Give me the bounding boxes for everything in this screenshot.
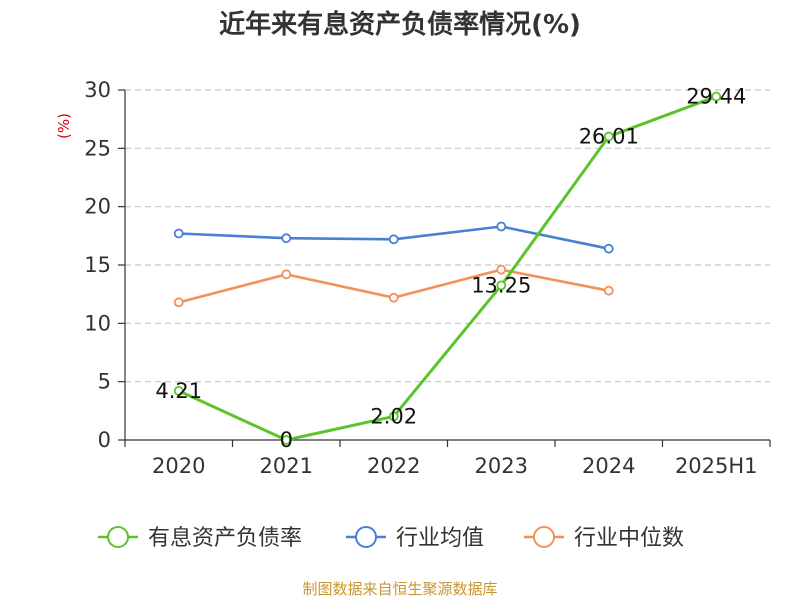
legend-label: 行业均值 bbox=[396, 526, 484, 551]
grid-lines bbox=[125, 89, 770, 383]
data-label: 26.01 bbox=[579, 125, 639, 149]
y-tick-label: 20 bbox=[84, 195, 111, 219]
y-tick-label: 5 bbox=[98, 370, 111, 394]
x-tick-label: 2023 bbox=[475, 454, 528, 478]
x-tick-label: 2025H1 bbox=[675, 454, 758, 478]
data-point bbox=[711, 91, 722, 102]
data-point bbox=[173, 228, 184, 239]
axes: 0 5 10 15 20 25 30 2020 2021 2022 2023 2024 2025H1 bbox=[84, 78, 771, 478]
chart-title: 近年来有息资产负债率情况(%) bbox=[219, 9, 581, 40]
data-point bbox=[388, 292, 399, 303]
y-tick-label: 0 bbox=[98, 428, 111, 452]
data-point bbox=[603, 131, 614, 142]
data-labels: 4.21 0 2.02 13.25 26.01 29.44 bbox=[155, 85, 746, 452]
y-axis-label: (%) bbox=[55, 113, 73, 139]
y-tick-label: 15 bbox=[84, 253, 111, 277]
y-tick-label: 10 bbox=[84, 311, 111, 335]
legend: 有息资产负债率 行业均值 行业中位数 bbox=[98, 526, 684, 551]
data-point bbox=[496, 264, 507, 275]
x-tick-label: 2022 bbox=[367, 454, 420, 478]
data-point bbox=[281, 269, 292, 280]
data-point bbox=[281, 435, 292, 445]
data-point bbox=[496, 280, 507, 291]
data-label: 13.25 bbox=[471, 273, 531, 297]
x-tick-label: 2024 bbox=[582, 454, 635, 478]
series-line bbox=[178, 95, 717, 442]
data-point bbox=[496, 221, 507, 232]
data-label: 2.02 bbox=[370, 404, 417, 428]
y-tick-label: 25 bbox=[84, 136, 111, 160]
data-point bbox=[173, 297, 184, 308]
data-point bbox=[388, 411, 399, 422]
series-layer bbox=[173, 91, 722, 445]
data-label: 4.21 bbox=[155, 379, 202, 403]
source-note: 制图数据来自恒生聚源数据库 bbox=[302, 580, 497, 598]
x-tick-label: 2021 bbox=[260, 454, 313, 478]
legend-marker bbox=[355, 526, 377, 548]
y-tick-label: 30 bbox=[84, 78, 111, 102]
data-point bbox=[603, 243, 614, 254]
legend-marker bbox=[107, 526, 129, 548]
legend-marker bbox=[533, 526, 555, 548]
x-tick-label: 2020 bbox=[152, 454, 205, 478]
data-point bbox=[173, 385, 184, 396]
data-label: 29.44 bbox=[686, 85, 746, 109]
data-point bbox=[603, 285, 614, 296]
legend-label: 行业中位数 bbox=[574, 526, 684, 551]
legend-label: 有息资产负债率 bbox=[148, 526, 302, 551]
data-point bbox=[388, 234, 399, 245]
data-label: 0 bbox=[280, 428, 293, 452]
data-point bbox=[281, 233, 292, 244]
